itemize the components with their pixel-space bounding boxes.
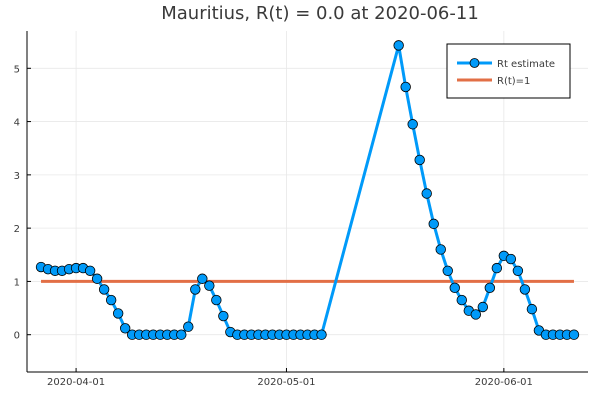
data-point <box>190 284 201 295</box>
data-point <box>519 284 531 295</box>
legend-marker-rt-estimate <box>469 58 480 68</box>
data-point <box>197 273 208 284</box>
data-point <box>414 154 425 166</box>
data-point <box>512 265 524 276</box>
data-point <box>112 308 124 319</box>
data-point <box>568 329 580 340</box>
data-point <box>449 282 460 294</box>
axes <box>26 31 588 373</box>
data-point <box>407 119 418 130</box>
x-tick-label: 2020-05-01 <box>257 377 315 388</box>
data-point <box>105 294 117 306</box>
data-point <box>491 262 503 274</box>
data-point <box>526 303 538 315</box>
data-point <box>421 188 432 199</box>
legend: Rt estimate R(t)=1 <box>446 43 571 99</box>
data-point <box>470 309 482 320</box>
legend-label-rt-estimate: Rt estimate <box>497 59 555 70</box>
data-point <box>183 321 194 332</box>
series-layer <box>35 40 580 340</box>
y-tick-labels: 0 1 2 3 4 5 <box>14 64 31 342</box>
data-point <box>98 284 110 295</box>
data-point <box>218 310 229 322</box>
data-point <box>456 294 467 306</box>
y-tick-label: 5 <box>14 64 20 75</box>
x-tick-label: 2020-06-01 <box>475 377 533 388</box>
y-tick-label: 3 <box>14 171 20 182</box>
data-point <box>316 329 327 340</box>
data-point <box>176 329 187 340</box>
data-point <box>477 301 489 313</box>
data-point <box>505 253 517 265</box>
data-point <box>119 323 131 334</box>
y-tick-label: 2 <box>14 224 20 235</box>
y-tick-label: 0 <box>14 331 20 342</box>
y-tick-label: 4 <box>14 118 20 129</box>
data-point <box>484 282 496 294</box>
data-point <box>428 218 439 230</box>
data-point <box>204 280 215 291</box>
data-point <box>442 265 453 276</box>
legend-label-r1: R(t)=1 <box>497 76 530 87</box>
data-point <box>84 265 96 276</box>
data-point <box>435 244 446 255</box>
legend-box <box>446 43 571 99</box>
x-tick-label: 2020-04-01 <box>47 377 105 388</box>
data-point <box>91 273 103 284</box>
data-point <box>211 294 222 306</box>
data-point <box>400 81 411 93</box>
data-point <box>393 40 404 51</box>
x-tick-labels: 2020-04-01 2020-05-01 2020-06-01 <box>47 368 533 388</box>
chart-title: Mauritius, R(t) = 0.0 at 2020-06-11 <box>161 3 479 24</box>
y-tick-label: 1 <box>14 277 20 288</box>
